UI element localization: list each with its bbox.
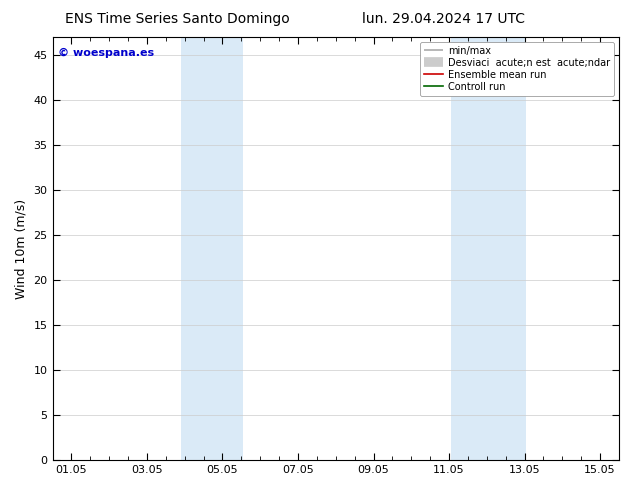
Text: lun. 29.04.2024 17 UTC: lun. 29.04.2024 17 UTC [362, 12, 526, 26]
Text: © woespana.es: © woespana.es [58, 48, 154, 58]
Legend: min/max, Desviaci  acute;n est  acute;ndar, Ensemble mean run, Controll run: min/max, Desviaci acute;n est acute;ndar… [420, 42, 614, 96]
Text: ENS Time Series Santo Domingo: ENS Time Series Santo Domingo [65, 12, 290, 26]
Bar [181, 37, 243, 460]
Bar [451, 37, 526, 460]
Y-axis label: Wind 10m (m/s): Wind 10m (m/s) [15, 198, 28, 299]
